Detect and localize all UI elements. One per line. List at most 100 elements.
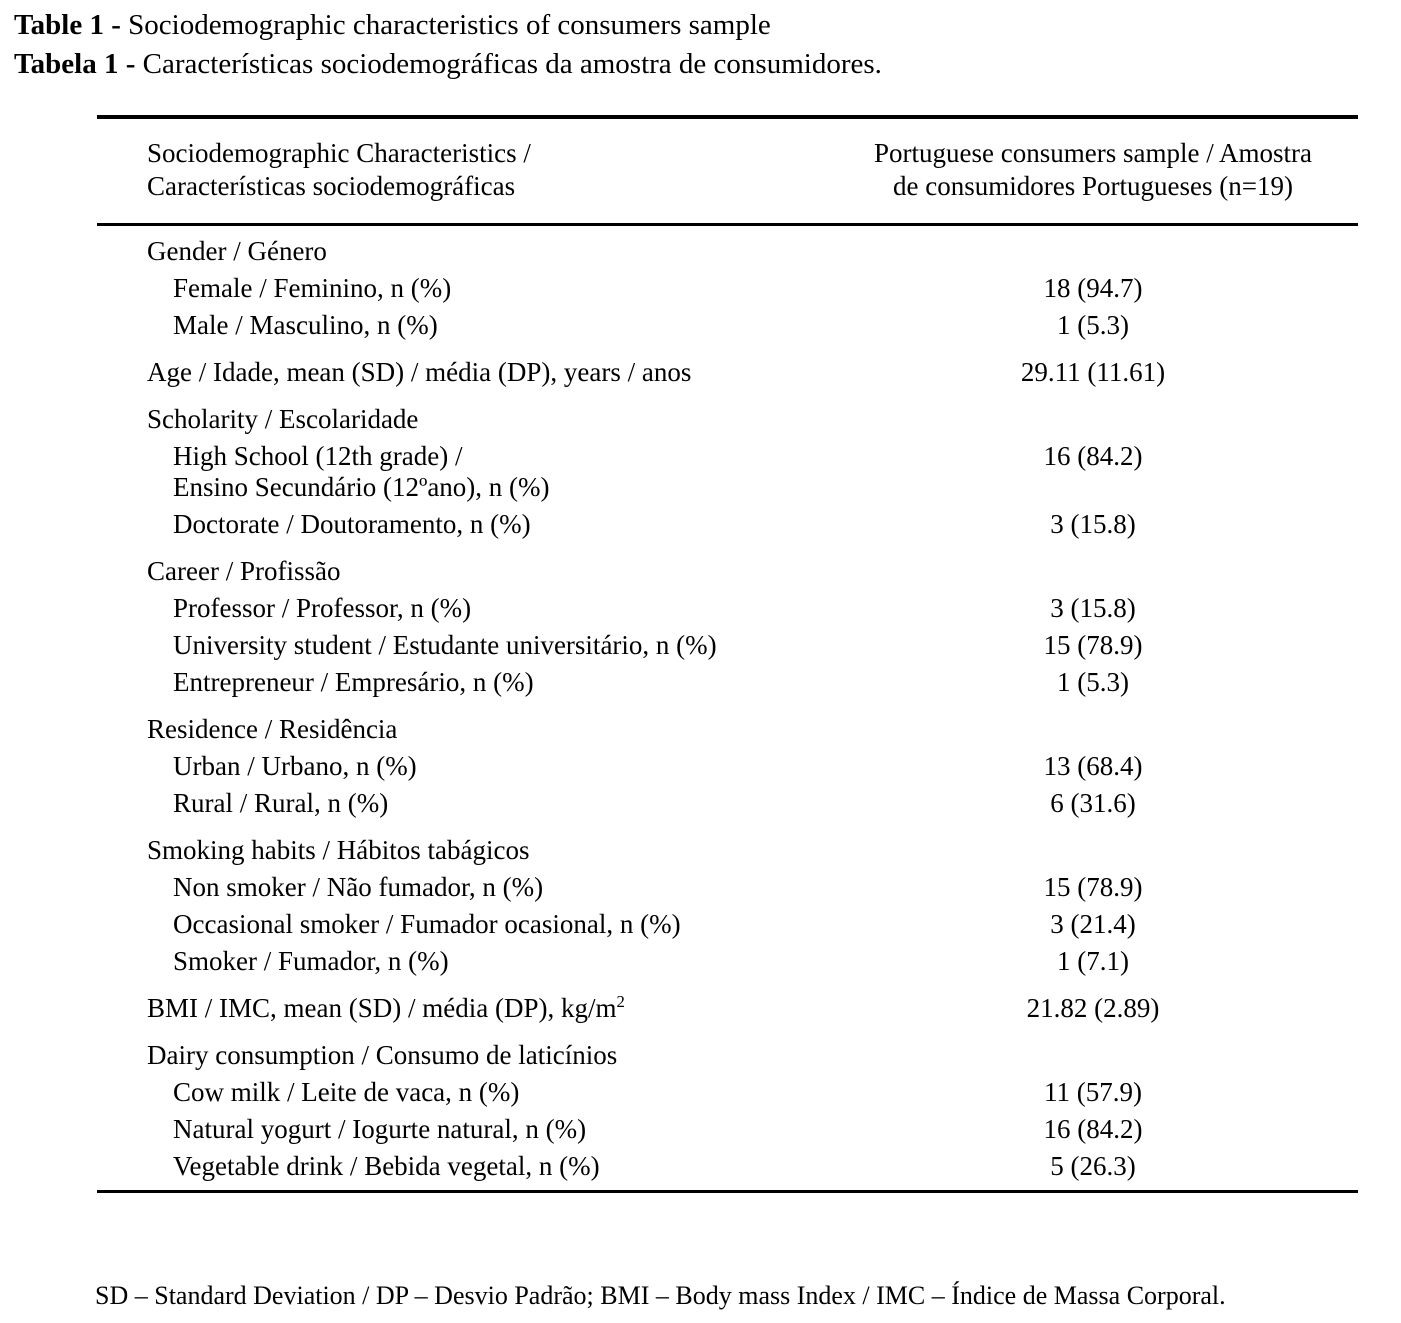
header-col1-line1: Sociodemographic Characteristics /: [147, 138, 531, 168]
row-label-text: Dairy consumption / Consumo de laticínio…: [147, 1040, 618, 1070]
table-row: Female / Feminino, n (%) 18 (94.7): [97, 273, 1358, 304]
table-group-row: Scholarity / Escolaridade: [97, 404, 1358, 435]
row-value-text: 3 (15.8): [1050, 509, 1136, 539]
row-label: Entrepreneur / Empresário, n (%): [97, 667, 828, 698]
row-label: Non smoker / Não fumador, n (%): [97, 872, 828, 903]
header-col2-line2: de consumidores Portugueses (n=19): [893, 171, 1293, 201]
row-value-text: 1 (5.3): [1057, 667, 1129, 697]
row-value: 1 (5.3): [828, 667, 1358, 698]
row-value-text: 29.11 (11.61): [1020, 357, 1166, 387]
header-col-sample: Portuguese consumers sample / Amostra de …: [828, 137, 1358, 203]
row-value-text: 3 (21.4): [1050, 909, 1136, 939]
table-row: Occasional smoker / Fumador ocasional, n…: [97, 909, 1358, 940]
table-row: Doctorate / Doutoramento, n (%) 3 (15.8): [97, 509, 1358, 540]
row-value-text: 13 (68.4): [1043, 751, 1143, 781]
table-row: Male / Masculino, n (%) 1 (5.3): [97, 310, 1358, 341]
table-row: Natural yogurt / Iogurte natural, n (%) 1…: [97, 1114, 1358, 1145]
row-label: BMI / IMC, mean (SD) / média (DP), kg/m2: [97, 993, 828, 1024]
header-col1-line2: Características sociodemográficas: [147, 171, 516, 201]
row-label-text: Scholarity / Escolaridade: [147, 404, 419, 434]
row-label-text: Doctorate / Doutoramento, n (%): [173, 509, 531, 539]
row-label: Urban / Urbano, n (%): [97, 751, 828, 782]
row-label: Career / Profissão: [97, 556, 828, 587]
row-label-text: Female / Feminino, n (%): [173, 273, 452, 303]
row-value: 16 (84.2): [828, 1114, 1358, 1145]
table-group-row: Residence / Residência: [97, 714, 1358, 745]
table-row: Rural / Rural, n (%) 6 (31.6): [97, 788, 1358, 819]
table-row: Professor / Professor, n (%) 3 (15.8): [97, 593, 1358, 624]
row-label-text: Male / Masculino, n (%): [173, 310, 438, 340]
row-label: Age / Idade, mean (SD) / média (DP), yea…: [97, 357, 828, 388]
row-value-text: 16 (84.2): [1043, 441, 1143, 471]
row-label-text: Urban / Urbano, n (%): [173, 751, 417, 781]
row-label: Scholarity / Escolaridade: [97, 404, 828, 435]
row-value: 15 (78.9): [828, 630, 1358, 661]
row-label: Smoker / Fumador, n (%): [97, 946, 828, 977]
caption-label-en: Table 1 -: [14, 9, 121, 41]
row-label-text: BMI / IMC, mean (SD) / média (DP), kg/m: [147, 993, 617, 1023]
table-row: Smoker / Fumador, n (%) 1 (7.1): [97, 946, 1358, 977]
table-row: Cow milk / Leite de vaca, n (%) 11 (57.9): [97, 1077, 1358, 1108]
row-label: Rural / Rural, n (%): [97, 788, 828, 819]
row-label-text: Occasional smoker / Fumador ocasional, n…: [173, 909, 681, 939]
row-label-text: Age / Idade, mean (SD) / média (DP), yea…: [147, 357, 692, 387]
row-label-text: Entrepreneur / Empresário, n (%): [173, 667, 534, 697]
table-row: Non smoker / Não fumador, n (%) 15 (78.9): [97, 872, 1358, 903]
row-label-text: University student / Estudante universit…: [173, 630, 717, 660]
row-label-text: Non smoker / Não fumador, n (%): [173, 872, 544, 902]
row-value: 3 (15.8): [828, 593, 1358, 624]
caption-text-pt: Características sociodemográficas da amo…: [135, 48, 882, 80]
header-col2-line1: Portuguese consumers sample / Amostra: [874, 138, 1312, 168]
row-label: Doctorate / Doutoramento, n (%): [97, 509, 828, 540]
row-value: 21.82 (2.89): [828, 993, 1358, 1024]
row-value-text: 21.82 (2.89): [1026, 993, 1160, 1023]
table-row: High School (12th grade) / Ensino Secundá…: [97, 441, 1358, 503]
row-value-text: 5 (26.3): [1050, 1151, 1136, 1181]
caption-line-pt: Tabela 1 - Características sociodemográf…: [14, 45, 882, 84]
table-caption: Table 1 - Sociodemographic characteristi…: [14, 6, 882, 84]
row-label: Cow milk / Leite de vaca, n (%): [97, 1077, 828, 1108]
row-label: Professor / Professor, n (%): [97, 593, 828, 624]
table-group-row: Career / Profissão: [97, 556, 1358, 587]
caption-line-en: Table 1 - Sociodemographic characteristi…: [14, 6, 882, 45]
row-value-text: 11 (57.9): [1044, 1077, 1142, 1107]
caption-text-en: Sociodemographic characteristics of cons…: [120, 9, 771, 41]
row-value: 29.11 (11.61): [828, 357, 1358, 388]
row-value-text: 1 (5.3): [1057, 310, 1129, 340]
row-label-line: High School (12th grade) /: [173, 441, 463, 471]
sociodemographic-table: Sociodemographic Characteristics / Caract…: [97, 115, 1358, 1193]
row-label-text: Rural / Rural, n (%): [173, 788, 389, 818]
row-label-text: Vegetable drink / Bebida vegetal, n (%): [173, 1151, 600, 1181]
table-row: Urban / Urbano, n (%) 13 (68.4): [97, 751, 1358, 782]
table-row: University student / Estudante universit…: [97, 630, 1358, 661]
row-value: 1 (7.1): [828, 946, 1358, 977]
row-label: Smoking habits / Hábitos tabágicos: [97, 835, 828, 866]
row-label-superscript: 2: [616, 992, 625, 1011]
row-label: Dairy consumption / Consumo de laticínio…: [97, 1040, 828, 1071]
row-label: University student / Estudante universit…: [97, 630, 828, 661]
row-label-text: Professor / Professor, n (%): [173, 593, 472, 623]
row-label: High School (12th grade) / Ensino Secundá…: [97, 441, 828, 503]
row-label: Gender / Género: [97, 236, 828, 267]
row-value-text: 16 (84.2): [1043, 1114, 1143, 1144]
row-label: Vegetable drink / Bebida vegetal, n (%): [97, 1151, 828, 1182]
row-label: Female / Feminino, n (%): [97, 273, 828, 304]
table-row: BMI / IMC, mean (SD) / média (DP), kg/m2…: [97, 993, 1358, 1024]
row-label-text: Cow milk / Leite de vaca, n (%): [173, 1077, 520, 1107]
row-value-text: 15 (78.9): [1043, 630, 1143, 660]
row-value: 11 (57.9): [828, 1077, 1358, 1108]
row-value-text: 1 (7.1): [1057, 946, 1129, 976]
row-value-text: 18 (94.7): [1043, 273, 1143, 303]
row-value: 3 (21.4): [828, 909, 1358, 940]
caption-label-pt: Tabela 1 -: [14, 48, 136, 80]
row-label: Male / Masculino, n (%): [97, 310, 828, 341]
row-label-text: Residence / Residência: [147, 714, 398, 744]
row-value: 13 (68.4): [828, 751, 1358, 782]
row-value: 15 (78.9): [828, 872, 1358, 903]
row-label-text: Gender / Género: [147, 236, 327, 266]
table-row: Age / Idade, mean (SD) / média (DP), yea…: [97, 357, 1358, 388]
row-value-text: 15 (78.9): [1043, 872, 1143, 902]
row-value: 6 (31.6): [828, 788, 1358, 819]
row-label-text: Smoker / Fumador, n (%): [173, 946, 449, 976]
